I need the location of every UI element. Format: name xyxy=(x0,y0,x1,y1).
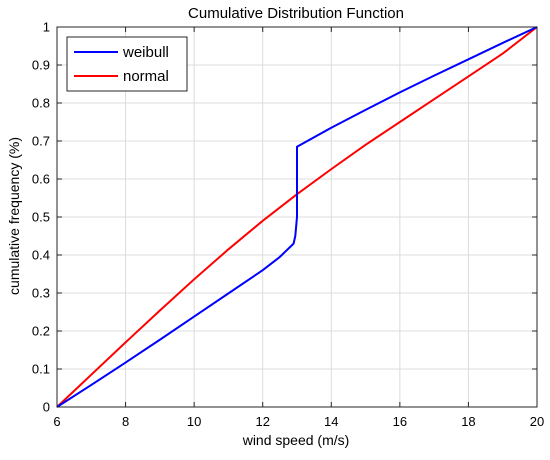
x-tick-label: 6 xyxy=(53,414,60,429)
legend: weibull normal xyxy=(66,36,188,92)
y-tick-label: 0.1 xyxy=(32,362,50,377)
x-tick-label: 20 xyxy=(530,414,544,429)
y-tick-label: 0.9 xyxy=(32,58,50,73)
x-tick-label: 8 xyxy=(122,414,129,429)
y-tick-label: 0.6 xyxy=(32,172,50,187)
y-tick-label: 0.2 xyxy=(32,324,50,339)
y-tick-label: 0 xyxy=(43,400,50,415)
y-tick-label: 0.4 xyxy=(32,248,50,263)
x-tick-label: 18 xyxy=(461,414,475,429)
legend-label-normal: normal xyxy=(123,68,169,85)
y-tick-label: 0.3 xyxy=(32,286,50,301)
y-tick-label: 1 xyxy=(43,20,50,35)
x-tick-label: 16 xyxy=(393,414,407,429)
x-axis-label: wind speed (m/s) xyxy=(242,432,350,448)
legend-label-weibull: weibull xyxy=(122,44,169,61)
chart-title: Cumulative Distribution Function xyxy=(188,5,404,22)
series-lines xyxy=(56,26,538,408)
y-tick-label: 0.7 xyxy=(32,134,50,149)
y-axis-label: cumulative frequency (%) xyxy=(6,137,22,295)
y-tick-label: 0.8 xyxy=(32,96,50,111)
y-tick-label: 0.5 xyxy=(32,210,50,225)
legend-box xyxy=(66,36,188,92)
x-tick-label: 14 xyxy=(324,414,338,429)
axis-ticks: 6 8 10 12 14 16 18 20 0 0.1 0.2 0.3 0.4 0.5 0.6 0.7 0.8 0… xyxy=(32,20,544,430)
x-tick-label: 10 xyxy=(187,414,201,429)
x-tick-label: 12 xyxy=(255,414,269,429)
series-line-weibull xyxy=(56,26,538,408)
